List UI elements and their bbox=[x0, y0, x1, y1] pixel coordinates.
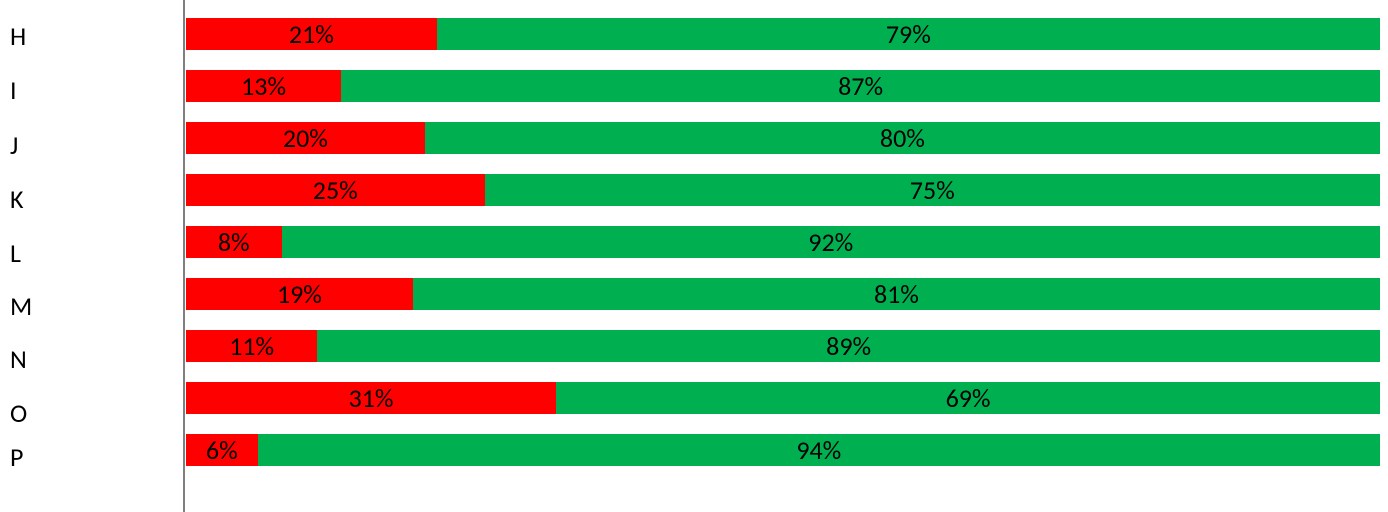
bar-segment-green: 75% bbox=[485, 174, 1381, 206]
category-label: N bbox=[10, 343, 27, 375]
category-label: P bbox=[10, 441, 23, 473]
y-axis-line bbox=[183, 0, 185, 512]
bar-segment-green: 87% bbox=[341, 70, 1380, 102]
bar-segment-red: 11% bbox=[186, 330, 317, 362]
bar-segment-red: 13% bbox=[186, 70, 341, 102]
bar-row: 13%87% bbox=[186, 70, 1380, 102]
bar-segment-red: 8% bbox=[186, 226, 282, 258]
bar-segment-green: 80% bbox=[425, 122, 1380, 154]
bar-segment-green: 89% bbox=[317, 330, 1380, 362]
category-label: J bbox=[10, 129, 18, 161]
stacked-bar-chart: H 21%79% I 13%87% J 20%80% K 25%75% L 8%92% M 19%81… bbox=[0, 0, 1388, 512]
bar-segment-red: 31% bbox=[186, 382, 556, 414]
bar-row: 11%89% bbox=[186, 330, 1380, 362]
category-label: I bbox=[10, 74, 17, 106]
bar-row: 19%81% bbox=[186, 278, 1380, 310]
bar-segment-red: 21% bbox=[186, 18, 437, 50]
bar-row: 21%79% bbox=[186, 18, 1380, 50]
bar-segment-green: 69% bbox=[556, 382, 1380, 414]
bar-row: 25%75% bbox=[186, 174, 1380, 206]
bar-segment-red: 20% bbox=[186, 122, 425, 154]
bar-segment-green: 92% bbox=[282, 226, 1380, 258]
bar-row: 6%94% bbox=[186, 434, 1380, 466]
category-label: H bbox=[10, 20, 26, 52]
bar-segment-red: 19% bbox=[186, 278, 413, 310]
bar-segment-red: 25% bbox=[186, 174, 485, 206]
bar-segment-green: 79% bbox=[437, 18, 1380, 50]
bar-segment-green: 94% bbox=[258, 434, 1380, 466]
bar-segment-red: 6% bbox=[186, 434, 258, 466]
bar-segment-green: 81% bbox=[413, 278, 1380, 310]
bar-row: 20%80% bbox=[186, 122, 1380, 154]
category-label: L bbox=[10, 237, 21, 269]
bar-row: 31%69% bbox=[186, 382, 1380, 414]
category-label: K bbox=[10, 183, 24, 215]
category-label: M bbox=[10, 290, 32, 322]
bar-row: 8%92% bbox=[186, 226, 1380, 258]
category-label: O bbox=[10, 397, 27, 429]
